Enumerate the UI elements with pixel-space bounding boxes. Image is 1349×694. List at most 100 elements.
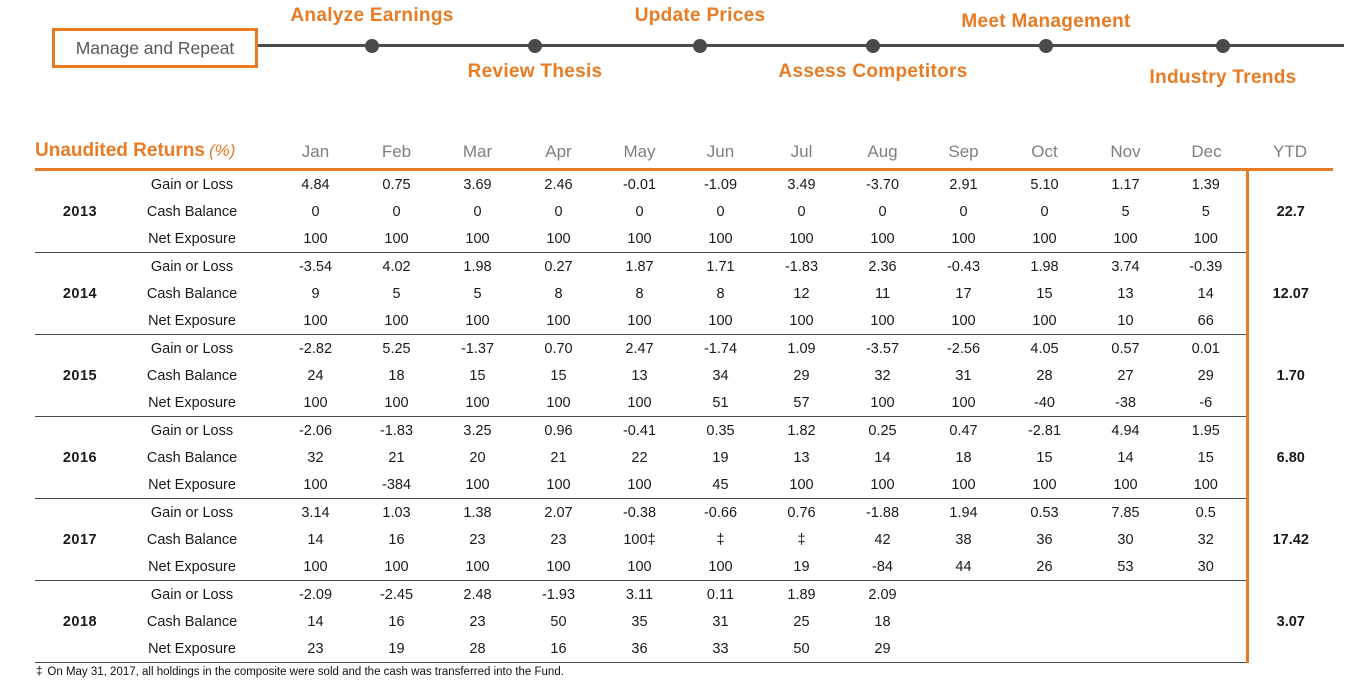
data-cell: 34	[712, 367, 729, 384]
data-cell: 2.47	[625, 340, 654, 357]
data-cell: -40	[1004, 389, 1085, 417]
timeline-dot	[365, 39, 379, 53]
data-cell: 100	[599, 389, 680, 417]
data-cell: 50	[550, 613, 567, 630]
data-cell: 100	[437, 307, 518, 335]
data-cell: 32	[1197, 531, 1214, 548]
data-cell: 32	[874, 367, 891, 384]
data-cell: -2.06	[298, 422, 333, 439]
data-cell: 100	[761, 225, 842, 253]
data-cell: 51	[680, 389, 761, 417]
data-cell: 100	[923, 389, 1004, 417]
data-cell: -3.70	[865, 176, 900, 193]
data-cell: 32	[307, 449, 324, 466]
data-cell: 1.87	[625, 258, 654, 275]
data-cell: 4.02	[382, 258, 411, 275]
data-cell: 100	[599, 553, 680, 581]
column-header-aug: Aug	[842, 128, 923, 171]
data-cell: -1.74	[703, 340, 738, 357]
column-header-dec: Dec	[1166, 128, 1247, 171]
data-cell: 100	[680, 307, 761, 335]
ytd-value: 1.70	[1245, 334, 1333, 417]
process-timeline: Manage and Repeat Analyze Earnings Review…	[0, 0, 1349, 102]
data-cell: 2.48	[463, 586, 492, 603]
data-cell: 23	[275, 635, 356, 663]
data-cell: -0.41	[622, 422, 657, 439]
data-cell: 24	[307, 367, 324, 384]
data-cell	[923, 635, 1004, 663]
row-label: Gain or Loss	[150, 176, 234, 193]
data-cell: 16	[388, 613, 405, 630]
table-row: Cash Balance 24 18 15 15 13 34 29 32 31 28 27 29	[35, 362, 1333, 389]
data-cell: 1.98	[1030, 258, 1059, 275]
data-cell: 1.94	[949, 504, 978, 521]
data-cell: 0	[878, 203, 887, 220]
data-cell: 0	[392, 203, 401, 220]
timeline-dot	[866, 39, 880, 53]
data-cell: 0	[311, 203, 320, 220]
column-header-may: May	[599, 128, 680, 171]
data-cell: 17	[955, 285, 972, 302]
data-cell: 3.14	[301, 504, 330, 521]
data-cell: -2.45	[379, 586, 414, 603]
table-row: 2013 Gain or Loss 4.84 0.75 3.69 2.46 -0.01 -1.…	[35, 169, 1333, 253]
data-cell: 100	[1004, 225, 1085, 253]
row-label: Gain or Loss	[150, 422, 234, 439]
table-title: Unaudited Returns (%)	[35, 128, 275, 171]
data-cell: 0	[716, 203, 725, 220]
timeline-step-label: Review Thesis	[467, 61, 603, 82]
year-label: 2016	[35, 416, 125, 499]
data-cell: 100	[1004, 307, 1085, 335]
returns-table-body: 2013 Gain or Loss 4.84 0.75 3.69 2.46 -0.01 -1.…	[35, 169, 1333, 663]
ytd-value: 22.7	[1245, 169, 1333, 253]
data-cell: 2.07	[544, 504, 573, 521]
row-label: Net Exposure	[125, 471, 275, 499]
data-cell: 38	[955, 531, 972, 548]
year-label: 2014	[35, 252, 125, 335]
data-cell: 0.75	[382, 176, 411, 193]
data-cell: 28	[1036, 367, 1053, 384]
data-cell: 14	[307, 531, 324, 548]
data-cell: 100	[275, 225, 356, 253]
timeline-step-label: Meet Management	[961, 11, 1131, 32]
data-cell: 100	[356, 225, 437, 253]
data-cell: 100	[1085, 471, 1166, 499]
data-cell: 19	[712, 449, 729, 466]
data-cell: 100	[518, 389, 599, 417]
data-cell: 0	[797, 203, 806, 220]
data-cell	[923, 608, 1004, 635]
data-cell: 30	[1117, 531, 1134, 548]
column-header-jul: Jul	[761, 128, 842, 171]
timeline-line	[258, 44, 1344, 47]
row-label: Gain or Loss	[150, 586, 234, 603]
data-cell: 100	[1085, 225, 1166, 253]
data-cell: 29	[1197, 367, 1214, 384]
data-cell: 100	[437, 471, 518, 499]
table-row: Cash Balance 14 16 23 50 35 31 25 18	[35, 608, 1333, 635]
data-cell: 0	[959, 203, 968, 220]
data-cell: -38	[1085, 389, 1166, 417]
data-cell: 100	[275, 307, 356, 335]
column-header-jun: Jun	[680, 128, 761, 171]
data-cell: 100	[356, 553, 437, 581]
data-cell: -0.39	[1189, 258, 1223, 275]
data-cell: 21	[388, 449, 405, 466]
table-row: Net Exposure 23 19 28 16 36 33 50 29	[35, 635, 1333, 663]
data-cell	[1085, 581, 1166, 609]
data-cell: 1.38	[463, 504, 492, 521]
data-cell: 15	[1036, 449, 1053, 466]
table-row: 2015 Gain or Loss -2.82 5.25 -1.37 0.70 2.47 -1…	[35, 334, 1333, 417]
data-cell: 2.91	[949, 176, 978, 193]
data-cell: ‡	[797, 531, 806, 548]
data-cell: ‡	[716, 531, 725, 548]
table-row: Net Exposure 100 100 100 100 100 51 57 100 100 -40…	[35, 389, 1333, 417]
data-cell: 100	[842, 307, 923, 335]
data-cell: -3.54	[298, 258, 333, 275]
data-cell: -1.83	[784, 258, 819, 275]
manage-and-repeat-box: Manage and Repeat	[52, 28, 258, 68]
data-cell: 15	[550, 367, 567, 384]
table-row: Net Exposure 100 -384 100 100 100 45 100 100 100 1…	[35, 471, 1333, 499]
data-cell: 100	[599, 471, 680, 499]
data-cell: 100	[761, 307, 842, 335]
data-cell	[1004, 635, 1085, 663]
